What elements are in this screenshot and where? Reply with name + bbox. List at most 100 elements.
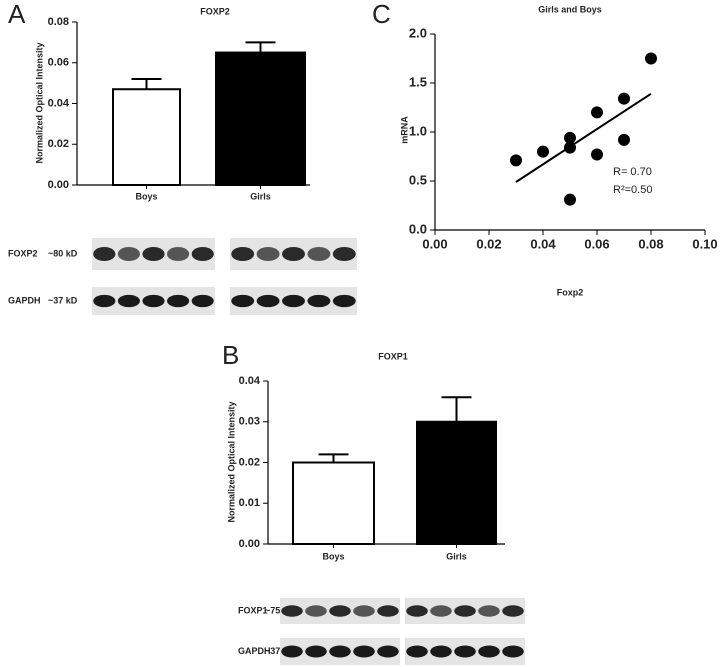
x-tick-label: 0.04 (530, 236, 556, 251)
y-tick-label: 0.0 (409, 221, 427, 236)
blot-band (281, 645, 303, 658)
scatter-point (510, 154, 522, 167)
blot-band (377, 645, 399, 658)
blot-band (430, 605, 452, 617)
blot-band (332, 294, 356, 308)
y-tick-label: 1.5 (409, 74, 427, 89)
blot-size-label: ~37 kD (265, 646, 295, 656)
blot-band (454, 645, 476, 658)
bar (215, 51, 306, 186)
y-tick-label: 2.0 (409, 25, 427, 40)
y-tick-label: 0.01 (239, 497, 260, 509)
blot-band (142, 294, 165, 308)
x-tick-label: Girls (250, 191, 271, 201)
x-tick-label: Girls (446, 551, 467, 561)
blot-band (329, 605, 351, 617)
y-tick-label: 0.00 (239, 538, 260, 550)
blot-band (117, 294, 140, 308)
y-tick-label: 0.03 (239, 416, 260, 428)
x-tick-label: 0.06 (584, 236, 609, 251)
blot-band (353, 605, 375, 617)
bar (292, 461, 375, 545)
y-tick-label: 0.06 (48, 57, 69, 69)
y-axis-label: mRNA (399, 116, 409, 144)
scatter-point (591, 148, 603, 161)
y-tick-label: 1.0 (409, 123, 427, 138)
blot-band (430, 645, 452, 658)
y-axis-label: Normalized Optical Intensity (34, 42, 44, 163)
y-tick-label: 0.08 (48, 16, 69, 28)
chart-title: FOXP1 (378, 351, 408, 361)
x-tick-label: 0.10 (692, 236, 717, 251)
blot-size-label: ~80 kD (48, 248, 78, 258)
scatter-point (591, 106, 603, 119)
blot-size-label: ~37 kD (48, 295, 78, 305)
x-tick-label: Boys (135, 191, 157, 201)
blot-band (305, 645, 327, 658)
blot-band (282, 246, 305, 262)
blot-band (231, 294, 255, 308)
scatter-point (645, 52, 657, 65)
chart-title: Girls and Boys (538, 4, 602, 14)
bar (112, 88, 181, 186)
blot-band (478, 645, 500, 658)
x-axis-label: Foxp2 (557, 287, 584, 297)
panel-label: C (372, 0, 391, 29)
annotation: R= 0.70 (613, 166, 652, 178)
blot-band (353, 645, 375, 658)
scatter-point (564, 131, 576, 144)
bar (416, 420, 497, 545)
x-tick-label: 0.00 (422, 236, 447, 251)
scatter-point (618, 133, 630, 146)
y-tick-label: 0.02 (239, 456, 260, 468)
annotation: R²=0.50 (613, 184, 652, 196)
blot-band (191, 246, 214, 262)
blot-protein-label: FOXP2 (8, 248, 38, 258)
blot-band (282, 294, 305, 308)
blot-band (377, 605, 399, 617)
blot-band (502, 605, 524, 617)
x-tick-label: Boys (322, 551, 344, 561)
x-tick-label: 0.02 (476, 236, 501, 251)
y-tick-label: 0.04 (48, 97, 70, 109)
blot-protein-label: GAPDH (8, 295, 41, 305)
blot-band (329, 645, 351, 658)
blot-protein-label: GAPDH (238, 646, 271, 656)
blot-band (142, 246, 165, 262)
chart-title: FOXP2 (200, 6, 230, 16)
blot-band (502, 645, 524, 658)
blot-band (281, 605, 303, 617)
blot-band (191, 294, 214, 308)
panel-label: B (222, 340, 239, 370)
y-tick-label: 0.5 (409, 172, 427, 187)
blot-band (307, 294, 331, 308)
scatter-point (564, 193, 576, 206)
blot-size-label: ~75 kD (265, 605, 295, 615)
scatter-point (537, 145, 549, 158)
y-tick-label: 0.04 (239, 375, 261, 387)
blot-band (478, 605, 500, 617)
blot-band (256, 294, 280, 308)
blot-band (332, 246, 356, 262)
blot-band (406, 605, 428, 617)
blot-band (93, 294, 116, 308)
blot-band (167, 246, 190, 262)
blot-protein-label: FOXP1 (238, 605, 268, 615)
blot-band (305, 605, 327, 617)
y-axis-label: Normalized Optical Intensity (226, 401, 236, 522)
blot-band (93, 246, 116, 262)
blot-band (117, 246, 140, 262)
fit-line (515, 92, 652, 183)
blot-band (167, 294, 190, 308)
blot-band (307, 246, 331, 262)
blot-band (454, 605, 476, 617)
y-tick-label: 0.02 (48, 138, 69, 150)
scatter-point (618, 92, 630, 105)
x-tick-label: 0.08 (638, 236, 663, 251)
blot-band (406, 645, 428, 658)
panel-label: A (8, 0, 26, 29)
blot-band (256, 246, 280, 262)
blot-band (231, 246, 255, 262)
y-tick-label: 0.00 (48, 179, 69, 191)
